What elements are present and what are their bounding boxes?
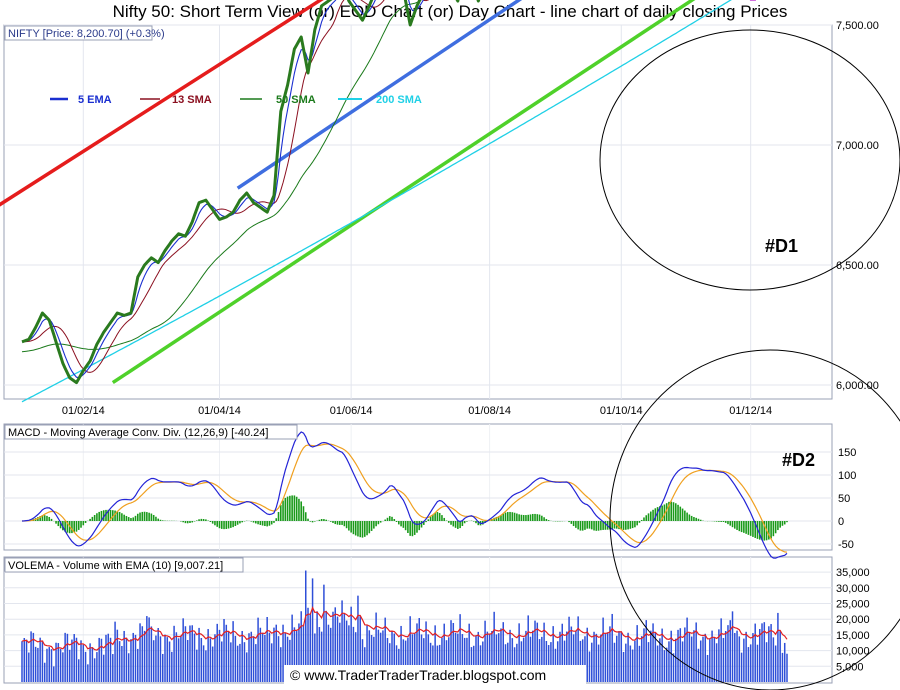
x-tick-label: 01/08/14 xyxy=(468,405,511,417)
price-y-tick-label: 6,500.00 xyxy=(836,260,879,272)
volume-panel-label-box xyxy=(4,557,244,573)
series-13-sma xyxy=(21,0,430,373)
x-tick-label: 01/04/14 xyxy=(198,405,241,417)
volume-y-tick-label: 35,000 xyxy=(836,567,870,579)
annotation-circle-d1 xyxy=(599,29,900,291)
annotation-label-d1: #D1 xyxy=(765,236,798,256)
macd-y-tick-label: -50 xyxy=(838,539,854,551)
series-50-sma xyxy=(21,0,422,353)
watermark-box xyxy=(284,665,586,685)
legend-label-200sma: 200 SMA xyxy=(376,94,422,106)
chart-title: Nifty 50: Short Term View (or) EOD Chart… xyxy=(112,2,788,21)
price-y-tick-label: 6,000.00 xyxy=(836,380,879,392)
volume-y-tick-label: 30,000 xyxy=(836,583,870,595)
macd-series-layer xyxy=(21,431,788,559)
series-200-sma xyxy=(21,0,732,403)
macd-y-tick-label: 50 xyxy=(838,493,850,505)
macd-line xyxy=(21,431,788,559)
macd-panel-label-box xyxy=(4,424,298,440)
channel-line xyxy=(111,0,696,385)
macd-gridlines: -50 0 50 100 150 xyxy=(4,424,856,551)
macd-signal-line xyxy=(22,443,788,553)
channel-line xyxy=(0,0,324,207)
channel-line xyxy=(236,0,523,190)
x-tick-label: 01/02/14 xyxy=(62,405,105,417)
volume-y-tick-label: 10,000 xyxy=(836,646,870,658)
macd-y-tick-label: 150 xyxy=(838,447,856,459)
price-legend: 5 EMA 13 SMA 50 SMA 200 SMA xyxy=(50,94,422,106)
legend-label-5ema: 5 EMA xyxy=(78,94,112,106)
price-gridlines: 6,000.006,500.007,000.007,500.008,000.00… xyxy=(4,20,879,417)
volume-panel-label: VOLEMA - Volume with EMA (10) [9,007.21] xyxy=(8,560,223,572)
watermark: © www.TraderTraderTrader.blogspot.com xyxy=(290,667,546,683)
x-tick-label: 01/12/14 xyxy=(729,405,772,417)
price-panel-label-box xyxy=(4,25,153,41)
series-5-ema xyxy=(21,0,424,379)
price-panel-label: NIFTY [Price: 8,200.70] (+0.3%) xyxy=(8,28,165,40)
volume-ema-line xyxy=(21,606,788,651)
legend-label-13sma: 13 SMA xyxy=(172,94,212,106)
volume-y-tick-label: 25,000 xyxy=(836,599,870,611)
arrow-up-icon xyxy=(749,0,756,1)
price-y-tick-label: 7,000.00 xyxy=(836,140,879,152)
price-panel-frame xyxy=(3,24,833,400)
x-tick-label: 01/06/14 xyxy=(330,405,373,417)
price-series-layer xyxy=(0,0,756,403)
legend-label-50sma: 50 SMA xyxy=(276,94,316,106)
macd-panel-frame xyxy=(3,423,833,551)
annotation-label-d2: #D2 xyxy=(782,450,815,470)
volume-y-tick-label: 20,000 xyxy=(836,614,870,626)
macd-panel-label: MACD - Moving Average Conv. Div. (12,26,… xyxy=(8,427,268,439)
macd-y-tick-label: 0 xyxy=(838,516,844,528)
macd-y-tick-label: 100 xyxy=(838,470,856,482)
volume-y-tick-label: 15,000 xyxy=(836,630,870,642)
x-tick-label: 01/10/14 xyxy=(600,405,643,417)
series-closing-price xyxy=(21,0,481,385)
price-y-tick-label: 7,500.00 xyxy=(836,20,879,32)
annotation-circle-d2 xyxy=(609,349,900,690)
